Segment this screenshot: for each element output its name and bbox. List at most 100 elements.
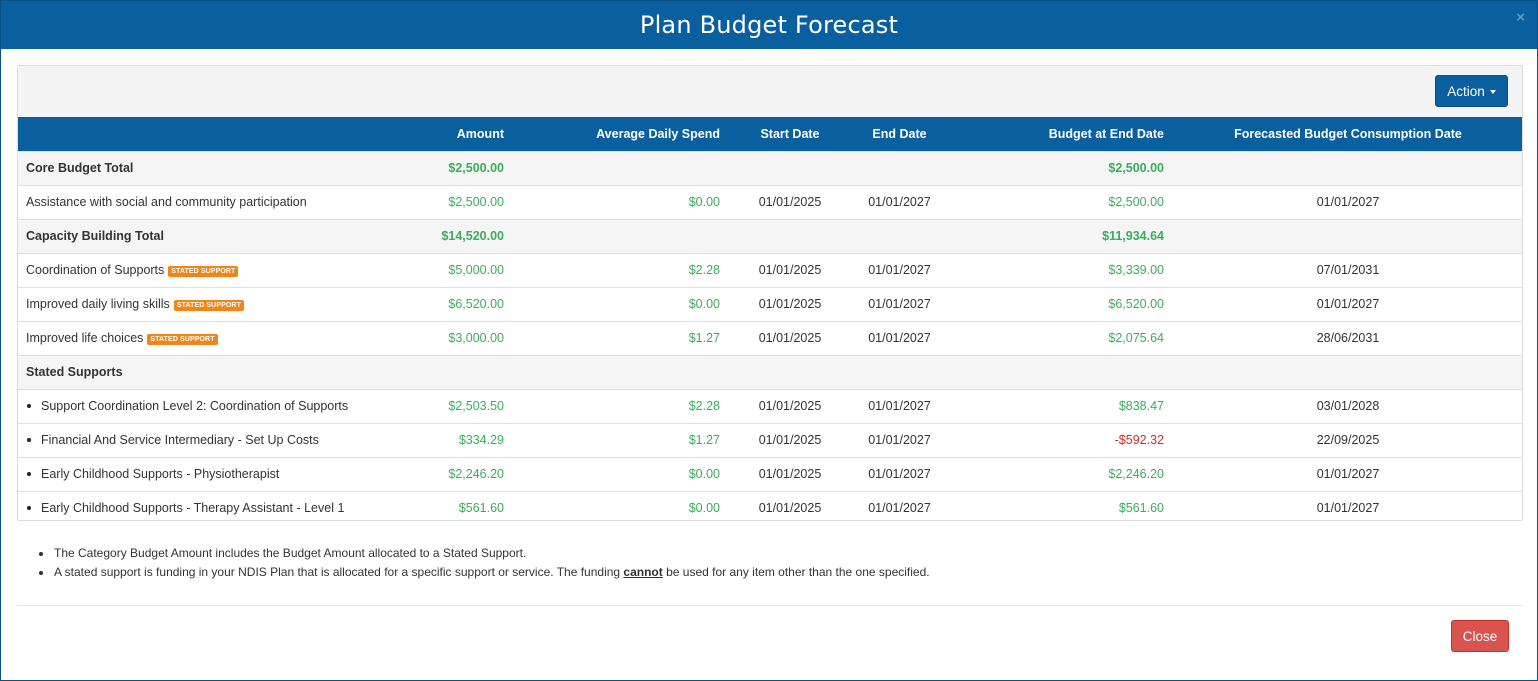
forecast-date-cell: 01/01/2027: [1172, 286, 1522, 321]
footnote-emphasis: cannot: [623, 565, 663, 579]
end-date-cell: 01/01/2027: [852, 184, 947, 219]
action-dropdown-button[interactable]: Action: [1435, 75, 1508, 107]
end-date-cell: 01/01/2027: [852, 422, 947, 457]
table-row: Early Childhood Supports - Physiotherapi…: [18, 456, 1522, 491]
avg-daily-spend-cell: $0.00: [512, 286, 728, 321]
avg-daily-spend-cell: $0.00: [512, 456, 728, 491]
close-icon[interactable]: ×: [1516, 9, 1525, 26]
footnotes: The Category Budget Amount includes the …: [39, 546, 930, 584]
start-date-cell: 01/01/2025: [728, 286, 852, 321]
row-label: Improved daily living skills: [26, 297, 170, 311]
row-label-cell: Stated Supports: [18, 354, 428, 389]
row-label-cell: Early Childhood Supports - Therapy Assis…: [18, 490, 428, 520]
row-label-cell: Financial And Service Intermediary - Set…: [18, 422, 428, 457]
avg-daily-spend-cell: $1.27: [512, 422, 728, 457]
col-header-amount: Amount: [456, 126, 504, 141]
row-label: Coordination of Supports: [26, 263, 165, 277]
budget-end-date-cell: $11,934.64: [947, 218, 1172, 253]
row-label: Financial And Service Intermediary - Set…: [41, 433, 319, 447]
end-date-cell: 01/01/2027: [852, 320, 947, 355]
budget-end-date-cell: -$592.32: [947, 422, 1172, 457]
end-date-cell: 01/01/2027: [852, 388, 947, 423]
footnote-item: The Category Budget Amount includes the …: [39, 546, 930, 565]
budget-end-date-cell: [947, 354, 1172, 389]
stated-support-badge: STATED SUPPORT: [173, 300, 244, 311]
amount-cell: $2,500.00: [428, 184, 512, 219]
close-button[interactable]: Close: [1451, 620, 1509, 652]
budget-end-date-cell: $6,520.00: [947, 286, 1172, 321]
amount-cell: $14,520.00: [428, 218, 512, 253]
budget-end-date-cell: $3,339.00: [947, 252, 1172, 287]
avg-daily-spend-cell: [512, 354, 728, 389]
table-group-row: Capacity Building Total $14,520.00 $11,934…: [18, 218, 1522, 253]
amount-cell: $2,503.50: [428, 388, 512, 423]
forecast-date-cell: 22/09/2025: [1172, 422, 1522, 457]
avg-daily-spend-cell: [512, 218, 728, 253]
bullet-icon: [39, 552, 43, 556]
stated-support-badge: STATED SUPPORT: [168, 266, 239, 277]
start-date-cell: [728, 354, 852, 389]
row-label: Capacity Building Total: [26, 229, 164, 243]
table-group-row: Core Budget Total $2,500.00 $2,500.00: [18, 150, 1522, 185]
start-date-cell: 01/01/2025: [728, 320, 852, 355]
forecast-date-cell: 01/01/2027: [1172, 456, 1522, 491]
amount-cell: $334.29: [428, 422, 512, 457]
end-date-cell: [852, 150, 947, 185]
amount-cell: $2,246.20: [428, 456, 512, 491]
row-label-cell: Improved life choices STATED SUPPORT: [18, 320, 428, 355]
table-body: Core Budget Total $2,500.00 $2,500.00 Assis…: [18, 150, 1522, 520]
amount-cell: $5,000.00: [428, 252, 512, 287]
budget-end-date-cell: $2,500.00: [947, 184, 1172, 219]
panel-toolbar: Action: [18, 66, 1522, 117]
row-label-cell: Support Coordination Level 2: Coordinati…: [18, 388, 428, 423]
table-row: Assistance with social and community par…: [18, 184, 1522, 219]
table-header-row: Amount Average Daily Spend Start Date En…: [18, 117, 1522, 151]
amount-cell: $2,500.00: [428, 150, 512, 185]
avg-daily-spend-cell: $2.28: [512, 252, 728, 287]
footnote-item: A stated support is funding in your NDIS…: [39, 565, 930, 584]
modal-header: Plan Budget Forecast ×: [1, 1, 1537, 49]
table-row: Early Childhood Supports - Therapy Assis…: [18, 490, 1522, 520]
action-button-label: Action: [1447, 83, 1485, 99]
budget-panel: Action Amount Average Daily Spend Start …: [17, 65, 1523, 521]
forecast-date-cell: 28/06/2031: [1172, 320, 1522, 355]
row-label: Assistance with social and community par…: [26, 195, 307, 209]
table-row: Support Coordination Level 2: Coordinati…: [18, 388, 1522, 423]
start-date-cell: 01/01/2025: [728, 252, 852, 287]
col-header-budget-end-date: Budget at End Date: [1048, 126, 1164, 141]
amount-cell: $3,000.00: [428, 320, 512, 355]
budget-end-date-cell: $2,246.20: [947, 456, 1172, 491]
bullet-icon: [27, 506, 31, 511]
amount-cell: $6,520.00: [428, 286, 512, 321]
start-date-cell: 01/01/2025: [728, 388, 852, 423]
table-group-row: Stated Supports: [18, 354, 1522, 389]
budget-end-date-cell: $561.60: [947, 490, 1172, 520]
row-label-cell: Core Budget Total: [18, 150, 428, 185]
row-label: Improved life choices: [26, 331, 144, 345]
end-date-cell: [852, 218, 947, 253]
bullet-icon: [27, 438, 31, 442]
table-row: Improved daily living skills STATED SUPPO…: [18, 286, 1522, 321]
avg-daily-spend-cell: $2.28: [512, 388, 728, 423]
row-label: Early Childhood Supports - Physiotherapi…: [41, 467, 280, 481]
col-header-forecast-date: Forecasted Budget Consumption Date: [1234, 126, 1462, 141]
row-label-cell: Coordination of Supports STATED SUPPORT: [18, 252, 428, 287]
modal-title: Plan Budget Forecast: [639, 11, 899, 39]
forecast-date-cell: 01/01/2027: [1172, 490, 1522, 520]
row-label-cell: Capacity Building Total: [18, 218, 428, 253]
start-date-cell: 01/01/2025: [728, 456, 852, 491]
row-label: Support Coordination Level 2: Coordinati…: [41, 399, 349, 413]
table-row: Coordination of Supports STATED SUPPORT $5…: [18, 252, 1522, 287]
avg-daily-spend-cell: [512, 150, 728, 185]
start-date-cell: 01/01/2025: [728, 184, 852, 219]
start-date-cell: [728, 150, 852, 185]
table-row: Financial And Service Intermediary - Set…: [18, 422, 1522, 457]
forecast-date-cell: 01/01/2027: [1172, 184, 1522, 219]
col-header-end-date: End Date: [872, 126, 927, 141]
col-header-name: [18, 117, 428, 151]
amount-cell: $561.60: [428, 490, 512, 520]
footnote-text: be used for any item other than the one …: [662, 565, 930, 579]
avg-daily-spend-cell: $0.00: [512, 184, 728, 219]
forecast-date-cell: 03/01/2028: [1172, 388, 1522, 423]
